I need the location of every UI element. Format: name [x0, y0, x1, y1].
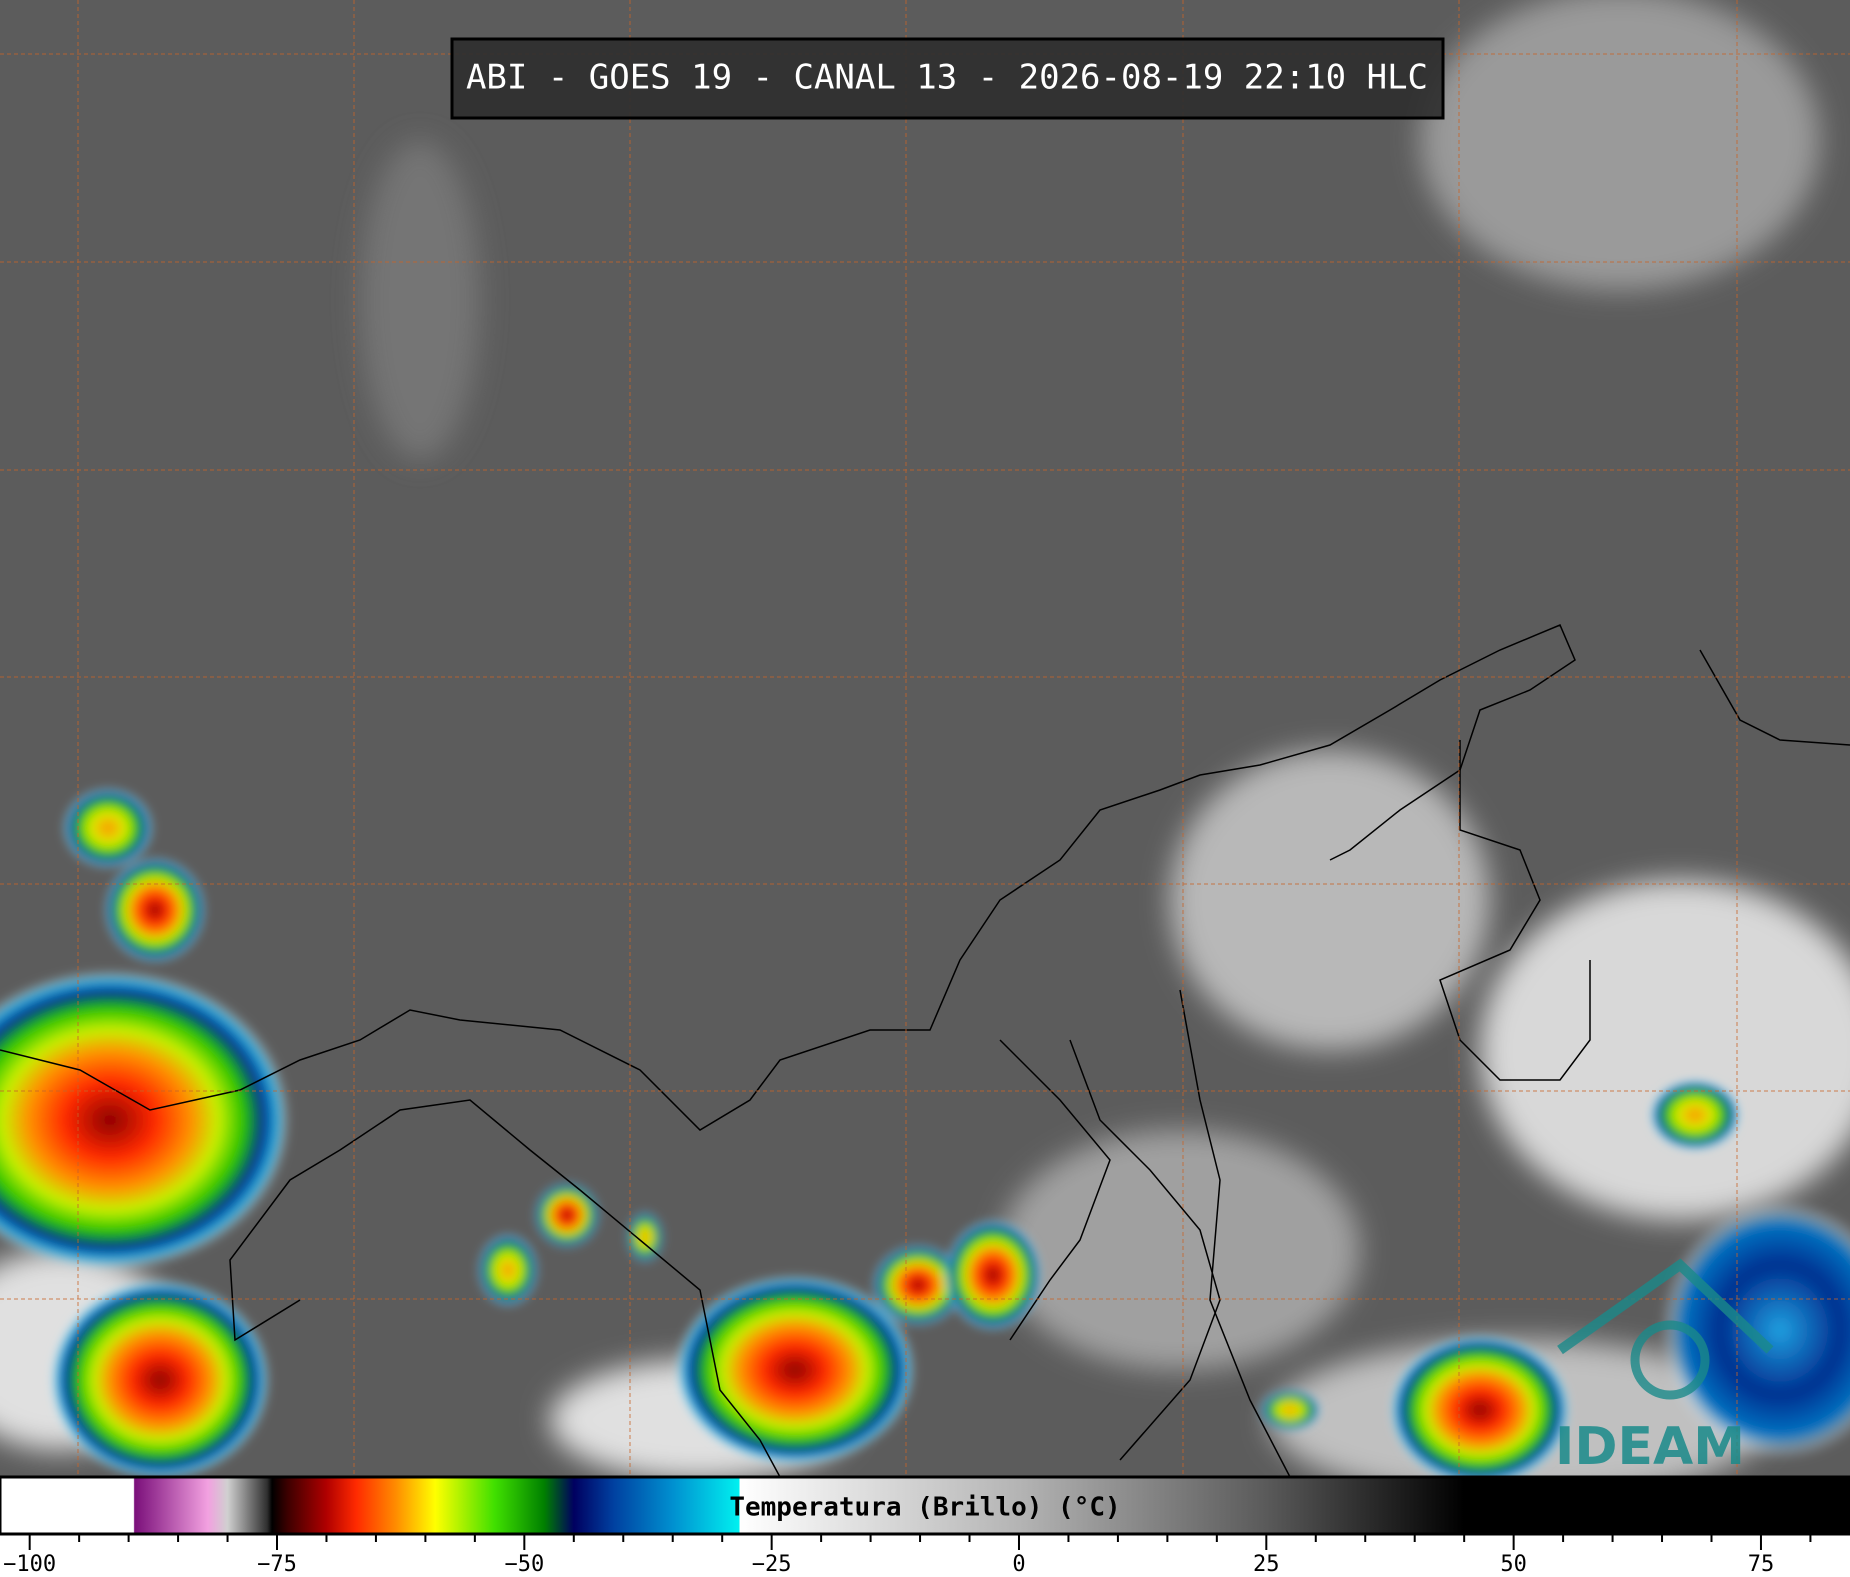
colorbar: [0, 1475, 1850, 1536]
tick-label: 25: [1253, 1552, 1280, 1577]
storms: [0, 788, 1850, 1485]
tick-label: −75: [257, 1552, 297, 1577]
graticule: [0, 0, 1850, 1477]
tick-label: −100: [3, 1552, 56, 1577]
title-box: [450, 37, 1445, 120]
logo: IDEAM: [1555, 1258, 1774, 1477]
tick-label: 75: [1748, 1552, 1775, 1577]
tick-label: −50: [504, 1552, 544, 1577]
tick-label: 50: [1500, 1552, 1527, 1577]
title: ABI - GOES 19 - CANAL 13 - 2026-08-19 22…: [466, 58, 1428, 98]
tick-label: −25: [752, 1552, 792, 1577]
tick-label: 0: [1012, 1552, 1025, 1577]
logo-text: IDEAM: [1555, 1417, 1745, 1477]
borders: [0, 624, 1850, 1478]
colorbar-label: Temperatura (Brillo) (°C): [729, 1493, 1120, 1523]
